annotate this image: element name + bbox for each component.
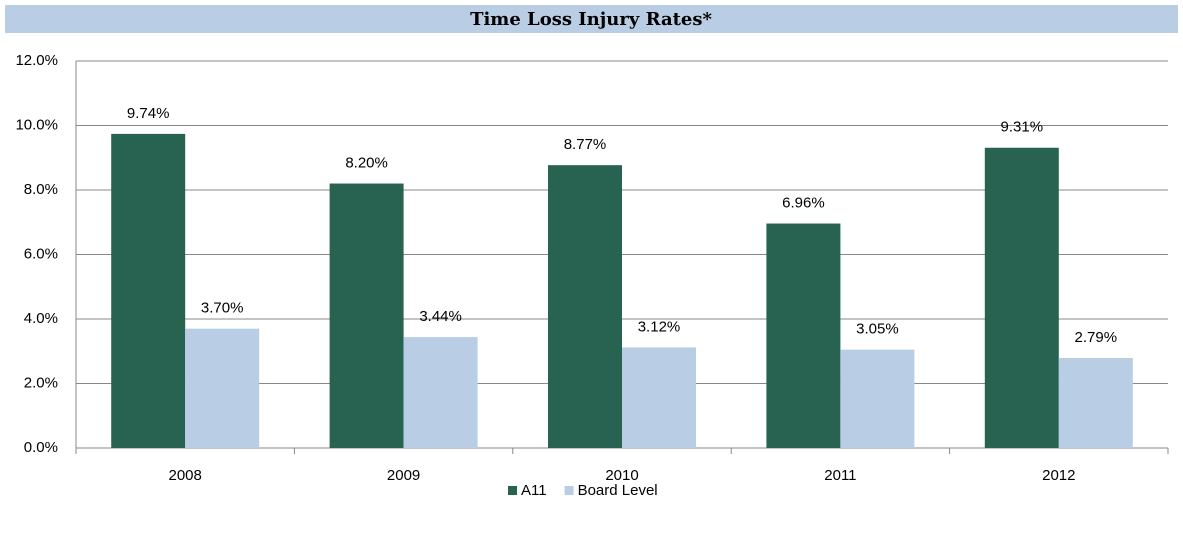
- bar: [766, 223, 841, 448]
- legend-label: A11: [521, 482, 547, 499]
- value-label: 3.70%: [201, 300, 244, 317]
- value-label: 8.20%: [345, 155, 388, 172]
- bar: [548, 165, 622, 449]
- y-tick-label: 0.0%: [24, 439, 58, 456]
- x-tick-label: 2008: [169, 467, 202, 484]
- y-tick-label: 4.0%: [24, 310, 58, 327]
- value-label: 6.96%: [782, 195, 825, 212]
- value-label: 9.74%: [127, 105, 170, 122]
- value-label: 9.31%: [1001, 119, 1044, 136]
- x-tick-label: 2011: [824, 467, 856, 484]
- legend-label: Board Level: [578, 482, 658, 499]
- value-label: 3.05%: [856, 321, 899, 338]
- value-label: 8.77%: [564, 136, 607, 153]
- bar: [984, 147, 1059, 448]
- x-tick-label: 2010: [605, 467, 638, 484]
- value-label: 2.79%: [1075, 329, 1118, 346]
- y-tick-label: 12.0%: [15, 52, 58, 69]
- bar: [111, 133, 186, 448]
- bar: [1058, 358, 1133, 448]
- value-label: 3.44%: [419, 308, 462, 325]
- value-label: 3.12%: [638, 318, 681, 335]
- y-tick-label: 6.0%: [24, 245, 58, 262]
- chart-title: Time Loss Injury Rates*: [470, 9, 712, 30]
- legend-swatch: [508, 486, 517, 495]
- y-tick-label: 8.0%: [24, 181, 58, 198]
- bar: [329, 183, 404, 449]
- title-banner: [5, 5, 1178, 33]
- bar: [840, 349, 915, 448]
- bar: [622, 347, 696, 448]
- bar: [185, 328, 260, 448]
- y-tick-label: 2.0%: [24, 374, 58, 391]
- legend-swatch: [564, 486, 574, 495]
- x-tick-label: 2012: [1042, 467, 1075, 484]
- bar: [403, 337, 478, 448]
- y-tick-label: 10.0%: [15, 116, 58, 133]
- x-tick-label: 2009: [387, 467, 420, 484]
